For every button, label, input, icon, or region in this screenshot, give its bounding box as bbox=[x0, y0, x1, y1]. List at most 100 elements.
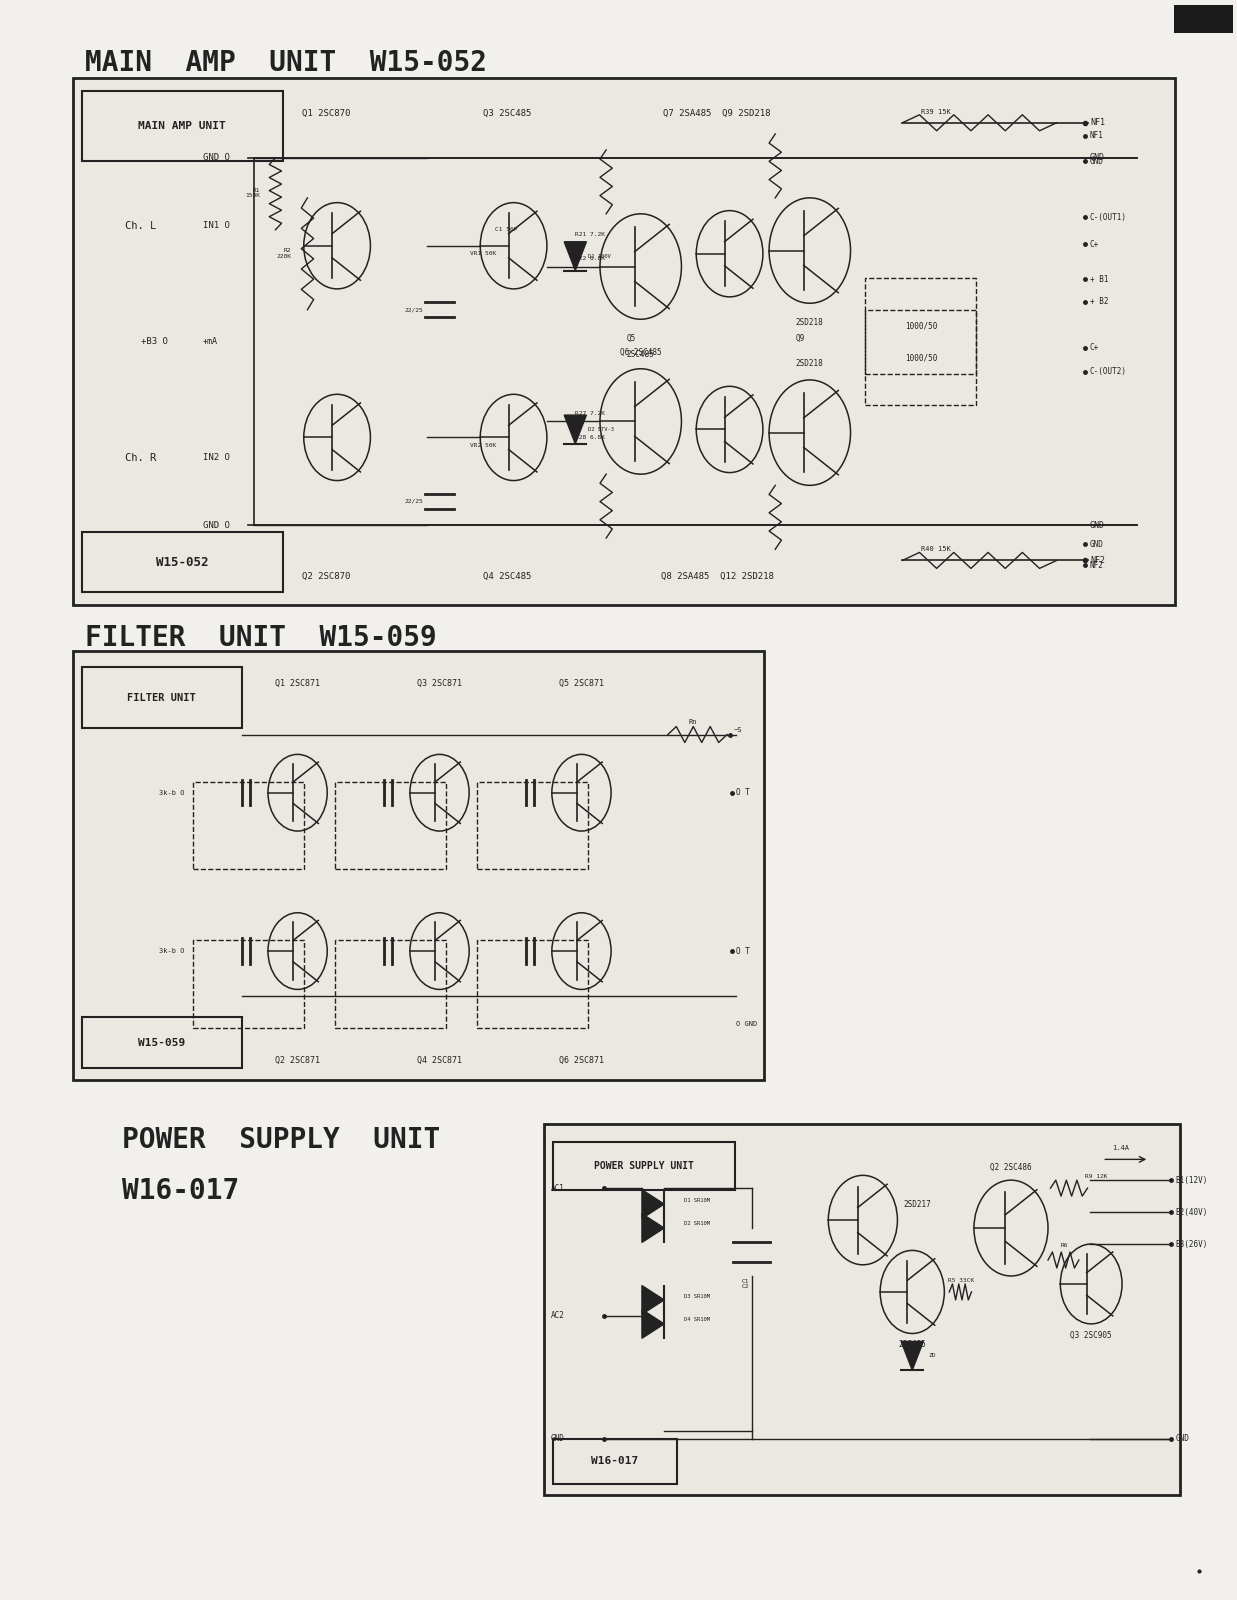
Text: R21 7.2K: R21 7.2K bbox=[575, 232, 605, 237]
Text: GND O: GND O bbox=[203, 154, 229, 163]
Text: 1000/50: 1000/50 bbox=[904, 322, 938, 330]
Text: Q5 2SC871: Q5 2SC871 bbox=[559, 678, 604, 688]
Bar bbox=[476, 939, 588, 1027]
Text: 1000/50: 1000/50 bbox=[904, 354, 938, 362]
Text: D4 SR10M: D4 SR10M bbox=[684, 1317, 710, 1322]
Text: R40 15K: R40 15K bbox=[920, 546, 950, 552]
Text: C1
C2: C1 C2 bbox=[742, 1278, 750, 1290]
Text: MAIN  AMP  UNIT  W15-052: MAIN AMP UNIT W15-052 bbox=[85, 50, 487, 77]
Text: 3k-b O: 3k-b O bbox=[158, 949, 184, 954]
Text: Q4 2SC871: Q4 2SC871 bbox=[417, 1056, 463, 1066]
Text: 1.4A: 1.4A bbox=[1112, 1146, 1129, 1150]
Text: R1
150K: R1 150K bbox=[246, 187, 261, 198]
Text: Q1 2SC870: Q1 2SC870 bbox=[302, 109, 350, 118]
Text: Q7 2SA485  Q9 2SD218: Q7 2SA485 Q9 2SD218 bbox=[663, 109, 771, 118]
Text: B3(26V): B3(26V) bbox=[1175, 1240, 1207, 1248]
Text: 2SD218: 2SD218 bbox=[795, 360, 824, 368]
Text: Q3 2SC485: Q3 2SC485 bbox=[484, 109, 532, 118]
Bar bbox=[82, 531, 283, 592]
Text: Q5: Q5 bbox=[626, 334, 636, 342]
Bar bbox=[553, 1142, 735, 1190]
Bar bbox=[866, 278, 976, 373]
Text: FILTER  UNIT  W15-059: FILTER UNIT W15-059 bbox=[85, 624, 437, 653]
Text: Q9: Q9 bbox=[795, 334, 804, 342]
Text: R27 7.2K: R27 7.2K bbox=[575, 411, 605, 416]
Text: D1 100V: D1 100V bbox=[588, 254, 610, 259]
Text: W16-017: W16-017 bbox=[591, 1456, 638, 1466]
Text: R6: R6 bbox=[1060, 1243, 1068, 1248]
Text: VR2 50K: VR2 50K bbox=[470, 443, 496, 448]
Text: NF2: NF2 bbox=[1090, 555, 1105, 565]
Bar bbox=[193, 939, 304, 1027]
Text: O GND: O GND bbox=[736, 1021, 757, 1027]
Text: 2SD218: 2SD218 bbox=[795, 318, 824, 326]
Text: D2 5TV-3: D2 5TV-3 bbox=[588, 427, 614, 432]
Text: R22 6.8K: R22 6.8K bbox=[575, 256, 605, 261]
Text: FILTER UNIT: FILTER UNIT bbox=[127, 693, 197, 702]
Text: D3 SR10M: D3 SR10M bbox=[684, 1294, 710, 1299]
Text: GND: GND bbox=[1090, 154, 1105, 163]
Text: D2 SR10M: D2 SR10M bbox=[684, 1221, 710, 1226]
Text: Q1 2SC871: Q1 2SC871 bbox=[275, 678, 320, 688]
Text: 22/25: 22/25 bbox=[404, 499, 423, 504]
Text: NF1: NF1 bbox=[1090, 118, 1105, 128]
Text: 22/25: 22/25 bbox=[404, 307, 423, 312]
Text: Q8 2SA485  Q12 2SD218: Q8 2SA485 Q12 2SD218 bbox=[661, 571, 773, 581]
Bar bbox=[73, 651, 764, 1080]
Text: Q3 2SC905: Q3 2SC905 bbox=[1070, 1331, 1112, 1339]
Polygon shape bbox=[564, 414, 586, 443]
Polygon shape bbox=[642, 1190, 664, 1219]
Text: + B1: + B1 bbox=[1090, 275, 1108, 283]
Text: IN2 O: IN2 O bbox=[203, 453, 229, 462]
Text: C+: C+ bbox=[1090, 240, 1100, 248]
Text: Q2 2SC870: Q2 2SC870 bbox=[302, 571, 350, 581]
Polygon shape bbox=[642, 1214, 664, 1243]
Text: C+: C+ bbox=[1090, 344, 1100, 352]
Text: GND: GND bbox=[1175, 1434, 1189, 1443]
Text: Q3 2SC871: Q3 2SC871 bbox=[417, 678, 463, 688]
Bar bbox=[82, 667, 242, 728]
Bar bbox=[335, 939, 445, 1027]
Text: Ch. L: Ch. L bbox=[125, 221, 156, 230]
Text: B1(12V): B1(12V) bbox=[1175, 1176, 1207, 1184]
Text: IN1 O: IN1 O bbox=[203, 221, 229, 230]
Text: NF2: NF2 bbox=[1090, 560, 1103, 570]
Text: GND O: GND O bbox=[203, 520, 229, 530]
Text: AC2: AC2 bbox=[550, 1312, 564, 1320]
Bar bbox=[73, 78, 1175, 605]
Text: ZD: ZD bbox=[928, 1354, 935, 1358]
Bar bbox=[335, 781, 445, 869]
Text: B2(40V): B2(40V) bbox=[1175, 1208, 1207, 1216]
Text: VR1 50K: VR1 50K bbox=[470, 251, 496, 256]
Text: GND: GND bbox=[1090, 539, 1103, 549]
Text: POWER SUPPLY UNIT: POWER SUPPLY UNIT bbox=[594, 1160, 694, 1171]
Text: W15-052: W15-052 bbox=[156, 555, 209, 568]
Text: Q6 2SC871: Q6 2SC871 bbox=[559, 1056, 604, 1066]
Text: +mA: +mA bbox=[203, 338, 218, 346]
Text: W16-017: W16-017 bbox=[122, 1178, 240, 1205]
Text: 2SD217: 2SD217 bbox=[903, 1200, 931, 1208]
Text: Ch. R: Ch. R bbox=[125, 453, 156, 462]
Bar bbox=[553, 1438, 677, 1483]
Text: GND: GND bbox=[1090, 157, 1103, 166]
Text: 2SC485: 2SC485 bbox=[898, 1341, 927, 1349]
Text: O T: O T bbox=[736, 947, 750, 955]
Text: C1 56P: C1 56P bbox=[495, 227, 517, 232]
Bar bbox=[476, 781, 588, 869]
Bar bbox=[866, 310, 976, 405]
Polygon shape bbox=[642, 1309, 664, 1338]
Bar bbox=[82, 1018, 242, 1069]
Text: GND: GND bbox=[550, 1434, 564, 1443]
Polygon shape bbox=[901, 1341, 923, 1370]
Text: R2
220K: R2 220K bbox=[276, 248, 292, 259]
Text: W15-059: W15-059 bbox=[139, 1038, 186, 1048]
Bar bbox=[544, 1125, 1180, 1494]
Text: NF1: NF1 bbox=[1090, 131, 1103, 141]
Text: GND: GND bbox=[1090, 520, 1105, 530]
Text: D1 SR10M: D1 SR10M bbox=[684, 1198, 710, 1203]
Text: POWER  SUPPLY  UNIT: POWER SUPPLY UNIT bbox=[122, 1126, 440, 1154]
Polygon shape bbox=[642, 1285, 664, 1314]
Text: Q2 2SC871: Q2 2SC871 bbox=[275, 1056, 320, 1066]
Text: R5 33CK: R5 33CK bbox=[949, 1278, 975, 1283]
Text: R9 12K: R9 12K bbox=[1085, 1174, 1107, 1179]
